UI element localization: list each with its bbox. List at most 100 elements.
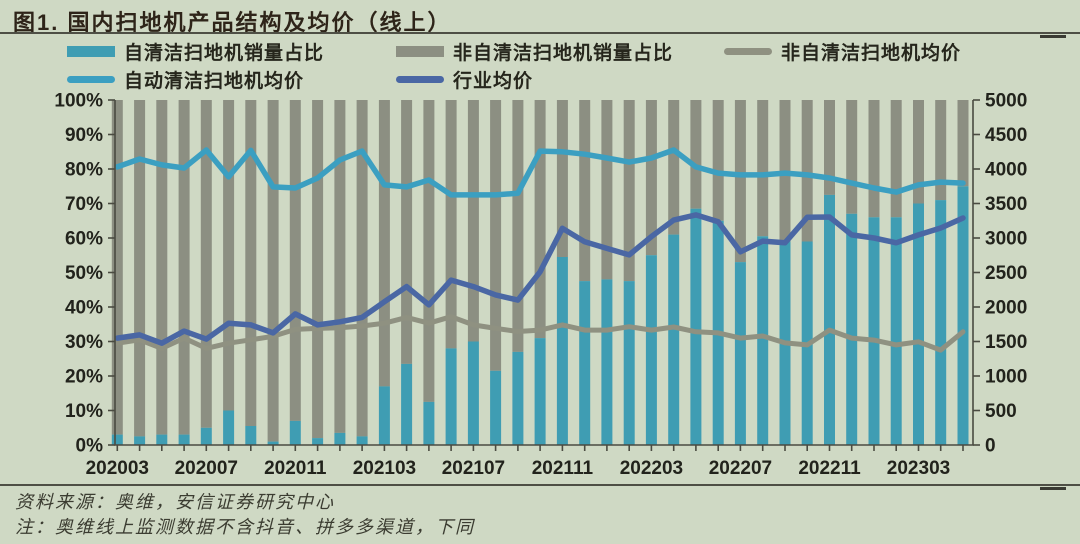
bar-non-self-clean-share — [623, 100, 635, 282]
svg-text:202011: 202011 — [264, 458, 327, 479]
bar-self-clean-share — [156, 434, 168, 445]
svg-text:0%: 0% — [76, 436, 104, 457]
line-swatch-icon — [724, 47, 772, 55]
line-industry-avg-price — [114, 212, 966, 346]
legend-label: 非自清洁扫地机均价 — [781, 42, 962, 64]
bar-non-self-clean-share — [223, 100, 235, 411]
bar-non-self-clean-share — [178, 100, 190, 435]
legend-item-line-3: 自动清洁扫地机均价 — [67, 68, 304, 92]
bar-self-clean-share — [579, 281, 591, 445]
bar-self-clean-share — [490, 370, 502, 445]
bar-non-self-clean-share — [512, 100, 524, 352]
bar-self-clean-share — [935, 200, 947, 445]
bar-non-self-clean-share — [267, 100, 279, 442]
svg-text:5000: 5000 — [985, 91, 1027, 112]
svg-text:80%: 80% — [65, 160, 103, 181]
bar-self-clean-share — [645, 255, 657, 445]
bar-non-self-clean-share — [445, 100, 457, 349]
bar-non-self-clean-share — [245, 100, 257, 426]
svg-text:30%: 30% — [65, 332, 103, 353]
title-rule — [0, 32, 1080, 34]
bar-non-self-clean-share — [712, 100, 724, 221]
svg-text:202003: 202003 — [86, 458, 149, 479]
bar-self-clean-share — [312, 438, 324, 445]
bars-layer — [111, 100, 969, 446]
svg-text:202007: 202007 — [175, 458, 238, 479]
bar-self-clean-share — [913, 203, 924, 445]
bar-self-clean-share — [356, 436, 368, 445]
bar-self-clean-share — [601, 279, 613, 445]
svg-text:70%: 70% — [65, 194, 103, 215]
bar-non-self-clean-share — [801, 100, 813, 242]
footer-rule-dash — [1040, 487, 1066, 490]
bar-non-self-clean-share — [334, 100, 346, 433]
svg-text:202111: 202111 — [532, 458, 594, 479]
bar-non-self-clean-share — [423, 100, 435, 402]
bar-non-self-clean-share — [868, 100, 880, 218]
y-axis-right-labels: 0 500 1000 1500 2000 2500 3000 3500 4000 4500 5000 — [985, 91, 1027, 457]
svg-text:20%: 20% — [65, 367, 103, 388]
source-line: 资料来源：奥维，安信证券研究中心 — [15, 492, 335, 513]
bar-self-clean-share — [846, 213, 858, 445]
bar-non-self-clean-share — [913, 100, 924, 204]
bar-self-clean-share — [134, 436, 146, 445]
bar-non-self-clean-share — [490, 100, 502, 371]
bar-non-self-clean-share — [556, 100, 568, 257]
bar-self-clean-share — [957, 186, 969, 446]
legend-item-line-2: 非自清洁扫地机均价 — [724, 40, 962, 64]
svg-text:2000: 2000 — [985, 298, 1027, 319]
bar-non-self-clean-share — [645, 100, 657, 256]
bar-non-self-clean-share — [156, 100, 168, 435]
bar-non-self-clean-share — [690, 100, 702, 209]
svg-text:4500: 4500 — [985, 125, 1027, 146]
legend-item-bar-1: 非自清洁扫地机销量占比 — [396, 40, 674, 64]
legend-item-bar-0: 自清洁扫地机销量占比 — [67, 40, 324, 64]
bar-self-clean-share — [623, 281, 635, 445]
line-auto-clean-avg-price — [114, 147, 966, 198]
title-rule-dash — [1040, 35, 1066, 38]
bar-self-clean-share — [868, 217, 880, 445]
bar-self-clean-share — [556, 257, 568, 445]
line-swatch-icon — [67, 75, 115, 83]
bar-self-clean-share — [423, 401, 435, 445]
svg-text:50%: 50% — [65, 263, 103, 284]
bar-non-self-clean-share — [312, 100, 324, 439]
bar-non-self-clean-share — [935, 100, 947, 201]
bar-non-self-clean-share — [200, 100, 212, 428]
svg-text:202303: 202303 — [887, 458, 950, 479]
legend-label: 行业均价 — [453, 70, 534, 92]
note-line: 注：奥维线上监测数据不含抖音、拼多多渠道，下同 — [15, 517, 475, 538]
bar-self-clean-share — [534, 338, 546, 445]
x-axis-labels: 202003 202007 202011 202103 202107 202111 2022… — [86, 458, 951, 479]
legend-item-line-4: 行业均价 — [396, 68, 534, 92]
axes — [108, 99, 980, 451]
line-swatch-icon — [396, 75, 444, 83]
footer-rule — [0, 484, 1080, 486]
bar-self-clean-share — [401, 363, 413, 445]
bar-swatch-icon — [396, 45, 444, 57]
chart-title: 图1. 国内扫地机产品结构及均价（线上） — [13, 10, 452, 35]
bar-self-clean-share — [445, 348, 457, 445]
line-non-self-clean-avg-price — [114, 314, 966, 353]
bar-self-clean-share — [734, 262, 746, 445]
bar-non-self-clean-share — [534, 100, 546, 339]
bar-non-self-clean-share — [601, 100, 613, 280]
bar-non-self-clean-share — [356, 100, 368, 437]
bar-non-self-clean-share — [668, 100, 680, 235]
bar-self-clean-share — [512, 351, 524, 445]
svg-text:60%: 60% — [65, 229, 103, 250]
bar-non-self-clean-share — [846, 100, 858, 214]
bar-non-self-clean-share — [734, 100, 746, 263]
bar-non-self-clean-share — [378, 100, 390, 387]
svg-text:202103: 202103 — [353, 458, 416, 479]
bar-self-clean-share — [245, 426, 257, 445]
svg-text:90%: 90% — [65, 125, 103, 146]
bar-non-self-clean-share — [890, 100, 902, 218]
svg-text:4000: 4000 — [985, 160, 1027, 181]
svg-text:1500: 1500 — [985, 332, 1027, 353]
svg-text:202211: 202211 — [798, 458, 861, 479]
legend-label: 非自清洁扫地机销量占比 — [453, 42, 674, 64]
bar-non-self-clean-share — [401, 100, 413, 364]
bar-swatch-icon — [67, 45, 115, 57]
bar-self-clean-share — [289, 420, 301, 445]
